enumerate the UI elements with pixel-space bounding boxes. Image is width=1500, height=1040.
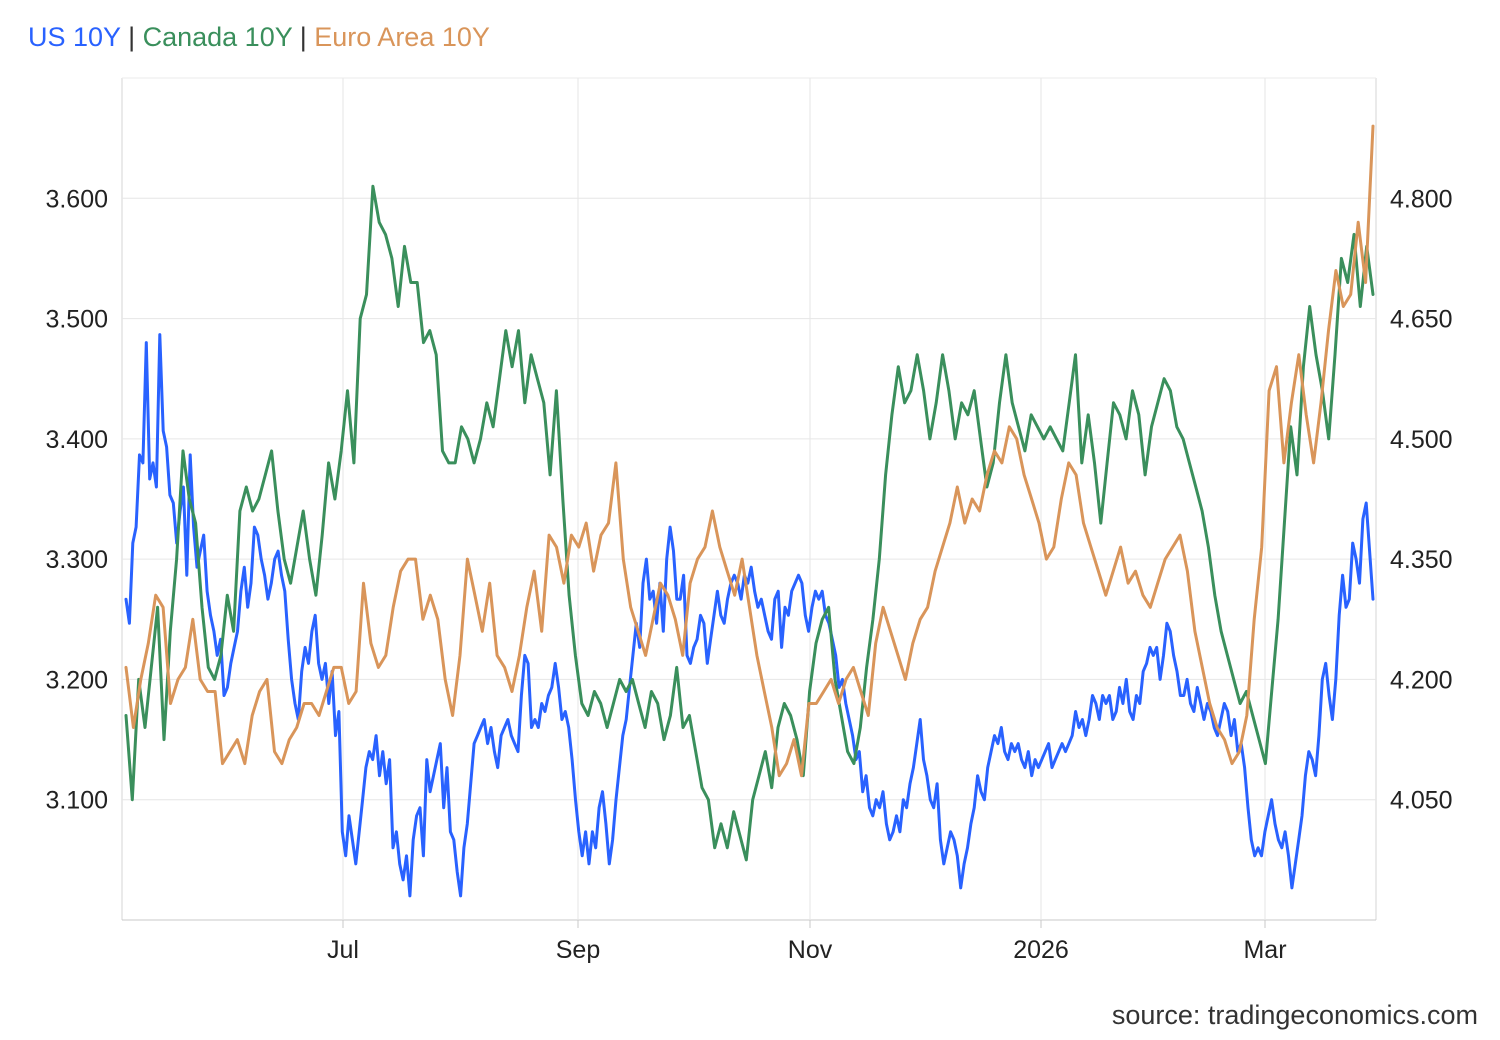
series-line-canada-10y	[124, 184, 1375, 862]
left-y-tick-label: 3.500	[45, 306, 108, 334]
legend-us-10y[interactable]: US 10Y	[28, 22, 121, 52]
left-y-tick-label: 3.300	[45, 546, 108, 574]
source-credit[interactable]: source: tradingeconomics.com	[1111, 1000, 1478, 1030]
legend-euro-area-10y[interactable]: Euro Area 10Y	[314, 22, 490, 52]
right-y-tick-label: 4.050	[1390, 787, 1453, 815]
series-line-euro-area-10y	[124, 124, 1375, 778]
right-y-tick-label: 4.200	[1390, 666, 1453, 694]
tick-labels: 3.100 4.050 3.200 4.200 3.300 4.350 3.400 4.500…	[45, 185, 1452, 964]
x-tick-label: Mar	[1243, 936, 1286, 964]
right-y-tick-label: 4.650	[1390, 306, 1453, 334]
left-y-tick-label: 3.600	[45, 185, 108, 213]
series-lines	[124, 124, 1375, 898]
right-y-tick-label: 4.800	[1390, 185, 1453, 213]
legend-separator: |	[120, 22, 143, 52]
left-y-tick-label: 3.200	[45, 666, 108, 694]
right-y-tick-label: 4.350	[1390, 546, 1453, 574]
x-tick-label: Sep	[556, 936, 600, 964]
left-y-tick-label: 3.400	[45, 426, 108, 454]
x-tick-label: Jul	[327, 936, 359, 964]
x-tick-label: 2026	[1013, 936, 1069, 964]
x-tick-label: Nov	[788, 936, 833, 964]
series-line-us-10y	[124, 333, 1375, 898]
legend-separator: |	[292, 22, 315, 52]
legend-canada-10y[interactable]: Canada 10Y	[142, 22, 293, 52]
right-y-tick-label: 4.500	[1390, 426, 1453, 454]
left-y-tick-label: 3.100	[45, 787, 108, 815]
gridlines	[121, 77, 1377, 928]
legend: US 10Y | Canada 10Y | Euro Area 10Y	[28, 22, 490, 53]
